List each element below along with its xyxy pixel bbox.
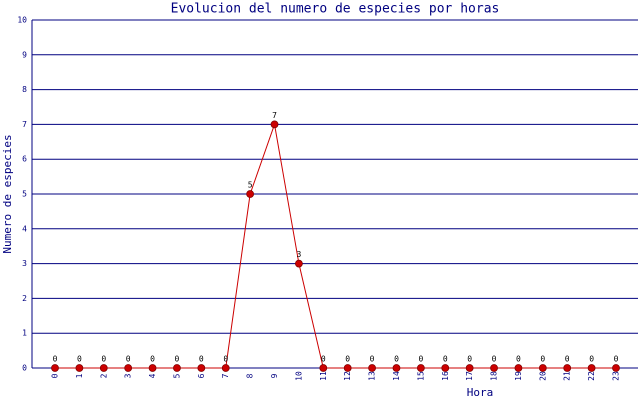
x-tick-label: 9 bbox=[270, 373, 279, 378]
x-tick-label: 4 bbox=[148, 373, 157, 378]
x-tick-label: 20 bbox=[538, 371, 547, 381]
y-tick-label: 3 bbox=[22, 259, 27, 268]
data-label: 0 bbox=[614, 355, 619, 364]
y-tick-label: 10 bbox=[17, 16, 27, 25]
x-axis-label: Hora bbox=[467, 386, 494, 399]
point bbox=[124, 364, 133, 372]
x-tick-label: 12 bbox=[343, 371, 352, 381]
data-label: 0 bbox=[126, 355, 131, 364]
x-tick-label: 22 bbox=[587, 371, 596, 381]
point bbox=[465, 364, 474, 372]
data-label: 0 bbox=[443, 355, 448, 364]
point bbox=[270, 120, 279, 129]
point bbox=[612, 364, 620, 372]
x-tick-label: 11 bbox=[319, 371, 328, 381]
y-tick-label: 5 bbox=[22, 190, 27, 199]
data-label: 0 bbox=[565, 355, 570, 364]
point bbox=[538, 364, 547, 372]
y-tick-label: 6 bbox=[22, 155, 27, 164]
data-label: 0 bbox=[492, 355, 497, 364]
data-label: 0 bbox=[223, 355, 228, 364]
y-tick-label: 4 bbox=[22, 224, 27, 233]
x-tick-label: 5 bbox=[172, 373, 181, 378]
data-label: 0 bbox=[77, 355, 82, 364]
x-tick-label: 8 bbox=[246, 373, 255, 378]
y-tick-label: 7 bbox=[22, 120, 27, 129]
x-tick-label: 15 bbox=[416, 371, 425, 381]
x-tick-label: 13 bbox=[368, 371, 377, 381]
x-tick-label: 10 bbox=[294, 371, 303, 381]
point bbox=[563, 364, 572, 372]
y-tick-label: 9 bbox=[22, 50, 27, 59]
x-tick-label: 19 bbox=[514, 371, 523, 381]
x-tick-label: 14 bbox=[392, 371, 401, 381]
y-tick-label: 1 bbox=[22, 329, 27, 338]
point bbox=[319, 364, 328, 372]
point bbox=[197, 364, 206, 372]
point bbox=[75, 364, 84, 372]
data-label: 0 bbox=[370, 355, 375, 364]
y-tick-label: 8 bbox=[22, 85, 27, 94]
data-label: 0 bbox=[345, 355, 350, 364]
data-label: 0 bbox=[394, 355, 399, 364]
point bbox=[343, 364, 352, 372]
point bbox=[514, 364, 523, 372]
point bbox=[587, 364, 596, 372]
point bbox=[416, 364, 425, 372]
x-tick-label: 0 bbox=[51, 373, 60, 378]
x-tick-label: 3 bbox=[124, 373, 133, 378]
x-tick-label: 16 bbox=[441, 371, 450, 381]
point bbox=[221, 364, 230, 372]
x-tick-label: 17 bbox=[465, 371, 474, 381]
x-tick-label: 23 bbox=[612, 371, 621, 381]
data-label: 0 bbox=[150, 355, 155, 364]
y-tick-label: 0 bbox=[22, 364, 27, 373]
x-tick-label: 2 bbox=[99, 373, 108, 378]
point bbox=[99, 364, 108, 372]
point bbox=[51, 364, 59, 372]
x-tick-label: 6 bbox=[197, 373, 206, 378]
data-label: 0 bbox=[53, 355, 58, 364]
data-label: 3 bbox=[296, 250, 301, 259]
point bbox=[295, 259, 303, 268]
data-label: 7 bbox=[272, 111, 277, 120]
point bbox=[441, 364, 450, 372]
chart-title: Evolucion del numero de especies por hor… bbox=[171, 2, 500, 17]
point bbox=[173, 364, 181, 372]
point bbox=[490, 364, 498, 372]
point bbox=[392, 364, 401, 372]
x-tick-label: 21 bbox=[563, 371, 572, 381]
data-label: 0 bbox=[175, 355, 180, 364]
x-tick-label: 1 bbox=[75, 373, 84, 378]
data-label: 0 bbox=[418, 355, 423, 364]
point bbox=[246, 190, 255, 198]
y-axis-label: Numero de especies bbox=[1, 134, 14, 253]
series-line bbox=[55, 122, 616, 369]
point bbox=[148, 364, 157, 372]
point bbox=[368, 364, 376, 372]
data-label: 0 bbox=[589, 355, 594, 364]
x-tick-label: 7 bbox=[221, 373, 230, 378]
data-label: 0 bbox=[101, 355, 106, 364]
x-tick-label: 18 bbox=[490, 371, 499, 381]
data-label: 5 bbox=[248, 181, 253, 190]
data-label: 0 bbox=[540, 355, 545, 364]
data-label: 0 bbox=[516, 355, 521, 364]
data-label: 0 bbox=[199, 355, 204, 364]
data-label: 0 bbox=[467, 355, 472, 364]
data-label: 0 bbox=[321, 355, 326, 364]
y-tick-label: 2 bbox=[22, 294, 27, 303]
